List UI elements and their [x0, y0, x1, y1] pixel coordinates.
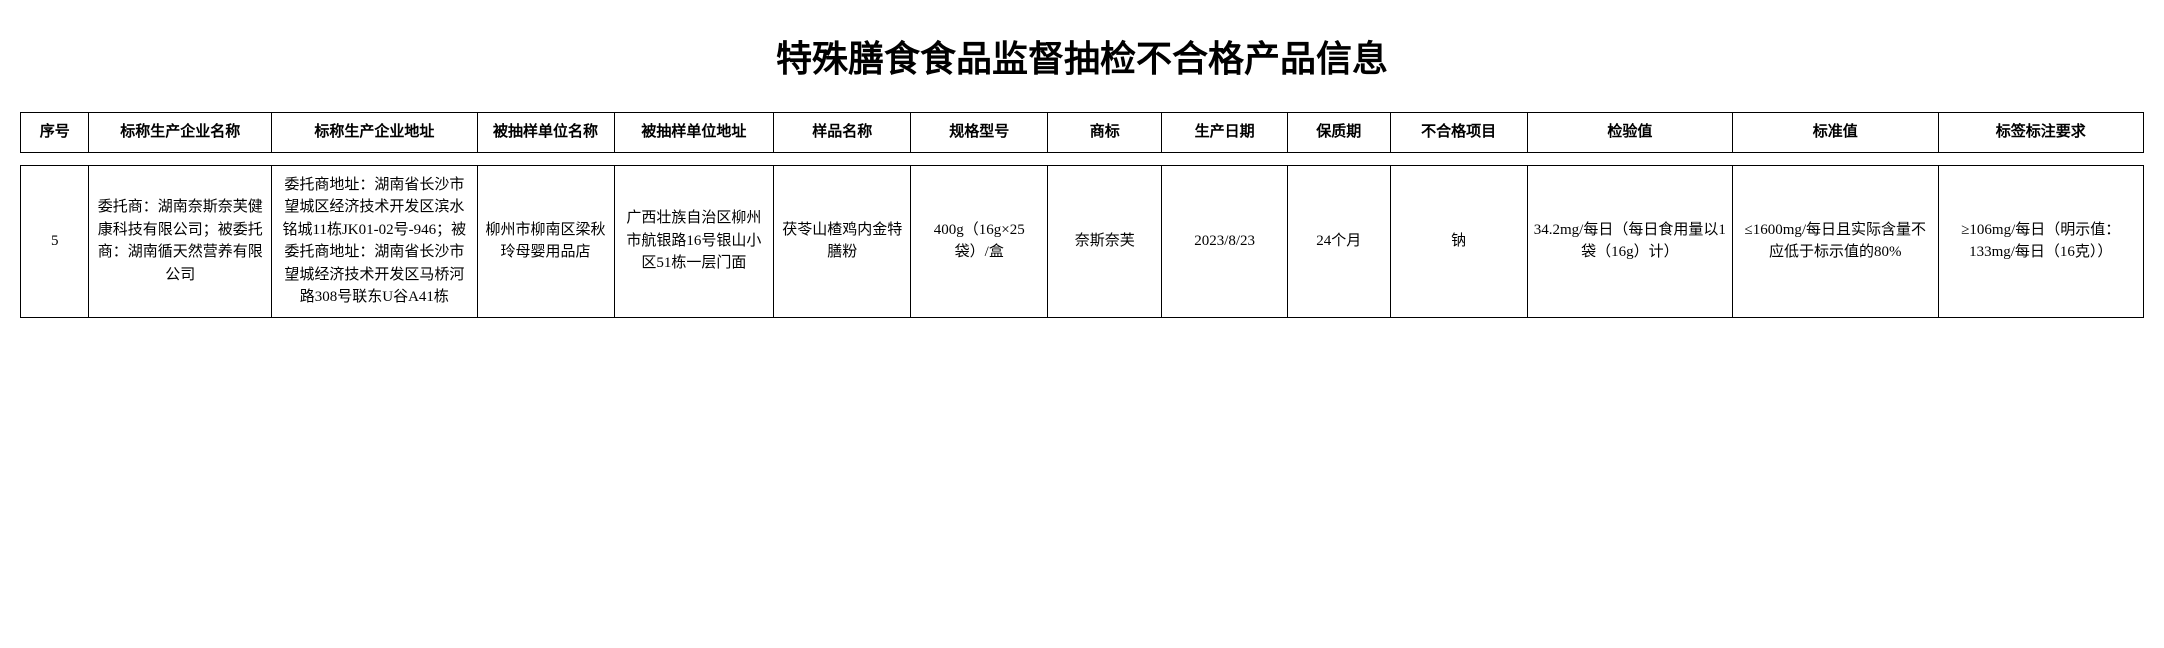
col-sample-unit: 被抽样单位名称	[477, 113, 614, 153]
col-mfr-addr: 标称生产企业地址	[272, 113, 477, 153]
col-seq: 序号	[21, 113, 89, 153]
cell-shelf: 24个月	[1287, 165, 1390, 317]
col-test-val: 检验值	[1527, 113, 1732, 153]
cell-trademark: 奈斯奈芙	[1048, 165, 1162, 317]
cell-item: 钠	[1390, 165, 1527, 317]
col-spec: 规格型号	[911, 113, 1048, 153]
cell-test-val: 34.2mg/每日（每日食用量以1袋（16g）计）	[1527, 165, 1732, 317]
cell-mfr-addr: 委托商地址：湖南省长沙市望城区经济技术开发区滨水铭城11栋JK01-02号-94…	[272, 165, 477, 317]
col-label-req: 标签标注要求	[1938, 113, 2144, 153]
col-shelf: 保质期	[1287, 113, 1390, 153]
cell-seq: 5	[21, 165, 89, 317]
inspection-table: 序号 标称生产企业名称 标称生产企业地址 被抽样单位名称 被抽样单位地址 样品名…	[20, 112, 2144, 318]
table-header-row: 序号 标称生产企业名称 标称生产企业地址 被抽样单位名称 被抽样单位地址 样品名…	[21, 113, 2144, 153]
cell-prod-date: 2023/8/23	[1162, 165, 1288, 317]
cell-sample-addr: 广西壮族自治区柳州市航银路16号银山小区51栋一层门面	[614, 165, 774, 317]
cell-sample-name: 茯苓山楂鸡内金特膳粉	[774, 165, 911, 317]
cell-mfr-name: 委托商：湖南奈斯奈芙健康科技有限公司；被委托商：湖南循天然营养有限公司	[89, 165, 272, 317]
col-std-val: 标准值	[1733, 113, 1938, 153]
col-sample-addr: 被抽样单位地址	[614, 113, 774, 153]
cell-spec: 400g（16g×25袋）/盒	[911, 165, 1048, 317]
cell-sample-unit: 柳州市柳南区梁秋玲母婴用品店	[477, 165, 614, 317]
col-item: 不合格项目	[1390, 113, 1527, 153]
cell-std-val: ≤1600mg/每日且实际含量不应低于标示值的80%	[1733, 165, 1938, 317]
col-mfr-name: 标称生产企业名称	[89, 113, 272, 153]
cell-label-req: ≥106mg/每日（明示值：133mg/每日（16克））	[1938, 165, 2144, 317]
gap-row	[21, 152, 2144, 165]
table-row: 5 委托商：湖南奈斯奈芙健康科技有限公司；被委托商：湖南循天然营养有限公司 委托…	[21, 165, 2144, 317]
col-trademark: 商标	[1048, 113, 1162, 153]
col-prod-date: 生产日期	[1162, 113, 1288, 153]
col-sample-name: 样品名称	[774, 113, 911, 153]
page-title: 特殊膳食食品监督抽检不合格产品信息	[20, 30, 2144, 82]
